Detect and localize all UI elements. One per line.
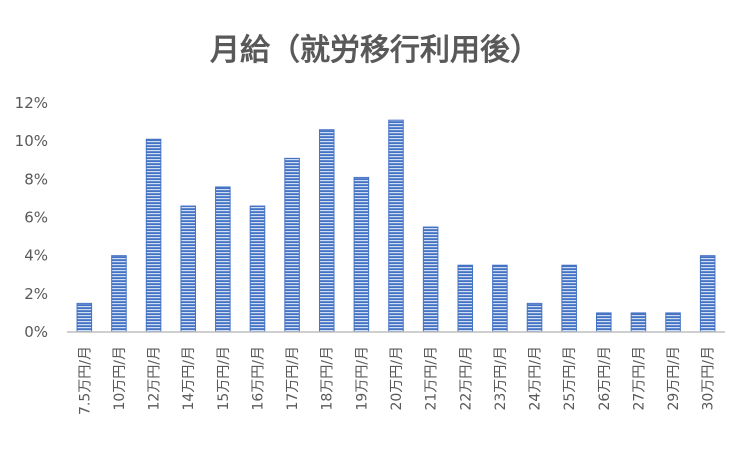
x-tick-label: 15万円/月 xyxy=(216,346,232,411)
x-tick-label: 20万円/月 xyxy=(389,346,405,411)
bar xyxy=(422,226,439,333)
chart-title: 月給（就労移行利用後） xyxy=(210,33,540,68)
bar xyxy=(561,264,577,333)
bar xyxy=(388,119,404,333)
bar xyxy=(180,205,196,333)
bar xyxy=(318,129,335,333)
x-tick-label: 17万円/月 xyxy=(285,346,301,411)
x-tick-label: 10万円/月 xyxy=(112,346,128,411)
x-tick-label: 7.5万円/月 xyxy=(77,346,93,415)
x-tick-label: 22万円/月 xyxy=(458,346,474,411)
x-tick-label: 14万円/月 xyxy=(181,346,197,411)
bar xyxy=(249,205,266,333)
x-tick-label: 25万円/月 xyxy=(562,346,578,411)
bars xyxy=(76,119,716,333)
x-axis: 7.5万円/月 10万円/月 12万円/月 14万円/月 15万円/月 16万円/月 17万… xyxy=(77,346,716,415)
y-axis: 0% 2% 4% 6% 8% 10% 12% xyxy=(15,94,48,341)
y-tick-label: 0% xyxy=(24,323,48,341)
y-tick-label: 10% xyxy=(15,132,48,150)
bar xyxy=(699,255,716,333)
x-tick-label: 24万円/月 xyxy=(528,346,544,411)
bar xyxy=(457,264,474,333)
y-tick-label: 4% xyxy=(24,247,48,265)
bar xyxy=(145,138,162,333)
bar xyxy=(665,312,681,333)
bar xyxy=(353,176,370,333)
bar xyxy=(526,302,543,333)
bar xyxy=(76,302,93,333)
x-tick-label: 29万円/月 xyxy=(666,346,682,411)
bar xyxy=(492,264,508,333)
x-tick-label: 18万円/月 xyxy=(320,346,336,411)
x-tick-label: 27万円/月 xyxy=(631,346,647,411)
x-tick-label: 16万円/月 xyxy=(250,346,266,411)
x-tick-label: 12万円/月 xyxy=(147,346,163,411)
x-tick-label: 23万円/月 xyxy=(493,346,509,411)
bar xyxy=(284,157,300,333)
y-tick-label: 8% xyxy=(24,170,48,188)
bar xyxy=(630,312,647,333)
y-tick-label: 6% xyxy=(24,209,48,227)
x-tick-label: 26万円/月 xyxy=(597,346,613,411)
y-tick-label: 12% xyxy=(15,94,48,112)
bar xyxy=(215,186,231,333)
bar xyxy=(111,255,127,333)
y-tick-label: 2% xyxy=(24,285,48,303)
x-tick-label: 19万円/月 xyxy=(354,346,370,411)
bar xyxy=(596,312,612,333)
x-tick-label: 21万円/月 xyxy=(424,346,440,411)
x-tick-label: 30万円/月 xyxy=(701,346,717,411)
